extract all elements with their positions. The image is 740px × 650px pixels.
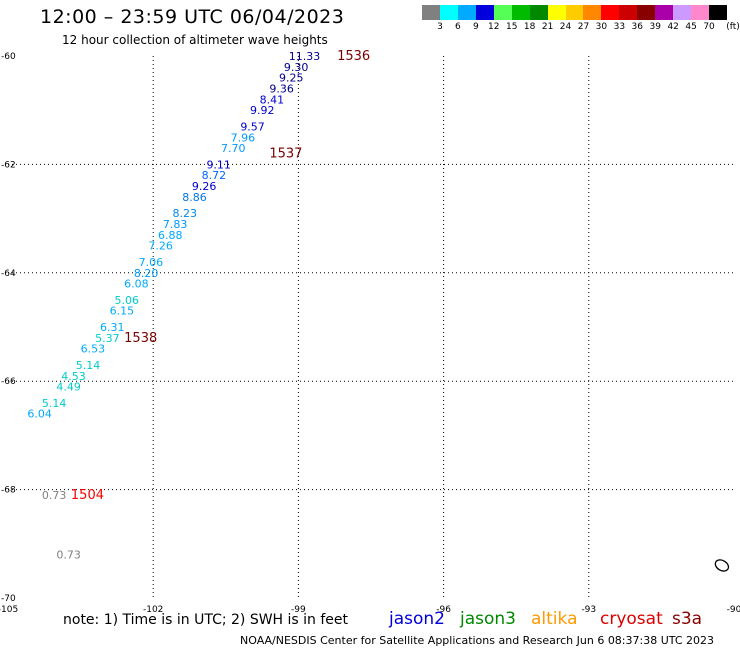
wave-height-label: 6.15: [110, 305, 135, 318]
wave-height-label: 6.53: [81, 343, 106, 356]
map-subtitle: 12 hour collection of altimeter wave hei…: [62, 33, 328, 47]
colorbar-swatch: [637, 5, 656, 20]
colorbar-label: (ft): [726, 22, 740, 32]
wave-height-label: 5.06: [114, 294, 139, 307]
wave-height-label: 7.83: [163, 218, 188, 231]
colorbar-label: 18: [523, 22, 536, 32]
wave-height-label: 7.96: [231, 131, 256, 144]
wave-height-label: 8.86: [182, 191, 207, 204]
colorbar-label: 30: [595, 22, 608, 32]
wave-height-label: 5.14: [42, 397, 67, 410]
track-number-label: 1538: [124, 331, 157, 346]
wave-height-label: 4.53: [61, 370, 86, 383]
colorbar-label: 45: [685, 22, 697, 32]
wave-height-label: 5.14: [76, 359, 101, 372]
credit-line: NOAA/NESDIS Center for Satellite Applica…: [240, 634, 715, 647]
x-tick-label: -99: [291, 605, 306, 615]
wave-height-label: 0.73: [56, 549, 81, 562]
wave-height-colorbar: [422, 5, 727, 20]
y-tick-label: -64: [1, 269, 16, 279]
footer-note: note: 1) Time is in UTC; 2) SWH is in fe…: [63, 612, 349, 628]
colorbar-swatch: [439, 5, 458, 20]
track-number-label: 1537: [269, 147, 302, 162]
colorbar-swatch: [493, 5, 512, 20]
wave-height-label: 4.49: [56, 381, 81, 394]
x-tick-label: -105: [0, 605, 18, 615]
y-tick-label: -62: [1, 160, 16, 170]
colorbar-label: 36: [631, 22, 644, 32]
colorbar-label: 33: [613, 22, 626, 32]
colorbar-label: 24: [559, 22, 572, 32]
satellite-altika: altika: [531, 609, 578, 629]
satellite-cryosat: cryosat: [600, 609, 663, 629]
colorbar-label: 39: [649, 22, 661, 32]
wave-height-label: 6.31: [100, 321, 125, 334]
wave-height-label: 9.36: [269, 83, 294, 96]
wave-height-label: 9.30: [284, 61, 309, 74]
colorbar-swatch: [511, 5, 530, 20]
wave-height-label: 6.08: [124, 278, 149, 291]
wave-height-label: 9.57: [240, 120, 265, 133]
wave-height-label: 9.26: [192, 180, 217, 193]
wave-height-label: 7.70: [221, 142, 246, 155]
colorbar-labels: 3 6 9 12 15 18 21 24 27 30 33 36 39 42 45 70 (ft): [422, 22, 740, 34]
colorbar-swatch: [565, 5, 584, 20]
wave-height-label: 9.25: [279, 72, 304, 85]
colorbar-label: 6: [455, 22, 461, 32]
colorbar-swatch: [673, 5, 692, 20]
colorbar-swatch: [547, 5, 566, 20]
colorbar-swatch: [691, 5, 709, 20]
x-tick-label: -96: [436, 605, 451, 615]
colorbar-swatch: [655, 5, 674, 20]
wave-height-label: 8.20: [134, 267, 159, 280]
satellite-jason3: jason3: [460, 609, 516, 629]
wave-height-label: 5.37: [95, 332, 120, 345]
colorbar-swatch: [583, 5, 602, 20]
y-tick-label: -60: [1, 52, 16, 62]
x-tick-label: -102: [143, 605, 163, 615]
wave-height-label: 11.33: [289, 50, 321, 63]
wave-height-label: 8.23: [173, 207, 198, 220]
colorbar-label: 15: [505, 22, 518, 32]
track-number-label: 1536: [337, 49, 370, 64]
colorbar-label: 21: [541, 22, 554, 32]
wave-height-label: 9.11: [206, 158, 231, 171]
y-tick-label: -70: [1, 594, 16, 604]
colorbar-swatch: [475, 5, 494, 20]
island-outline: [714, 559, 730, 572]
x-tick-label: -93: [581, 605, 596, 615]
map-title: 12:00 – 23:59 UTC 06/04/2023: [40, 6, 345, 28]
colorbar-swatch: [601, 5, 620, 20]
x-tick-label: -90: [727, 605, 740, 615]
wave-height-label: 9.92: [250, 104, 275, 117]
colorbar-label: 42: [667, 22, 679, 32]
y-tick-label: -66: [1, 377, 16, 387]
satellite-s3a: s3a: [672, 609, 703, 629]
colorbar-swatch: [457, 5, 476, 20]
wave-height-label: 8.72: [202, 169, 227, 182]
y-tick-label: -68: [1, 486, 16, 496]
wave-height-label: 6.88: [158, 229, 183, 242]
wave-height-label: 7.26: [148, 240, 173, 253]
colorbar-label: 9: [472, 22, 479, 32]
colorbar-swatch: [619, 5, 638, 20]
wave-height-label: 6.04: [27, 408, 52, 421]
wave-height-label: 7.06: [139, 256, 164, 269]
satellite-jason2: jason2: [389, 609, 445, 629]
colorbar-label: 3: [437, 22, 443, 32]
colorbar-label: 12: [488, 22, 500, 32]
colorbar-swatch: [422, 5, 440, 20]
wave-height-label: 0.73: [42, 489, 67, 502]
track-number-label: 1504: [71, 488, 104, 503]
colorbar-label: 70: [703, 22, 715, 32]
wave-height-label: 8.41: [260, 93, 285, 106]
colorbar-swatch: [709, 5, 727, 20]
colorbar-label: 27: [577, 22, 590, 32]
colorbar-swatch: [529, 5, 548, 20]
